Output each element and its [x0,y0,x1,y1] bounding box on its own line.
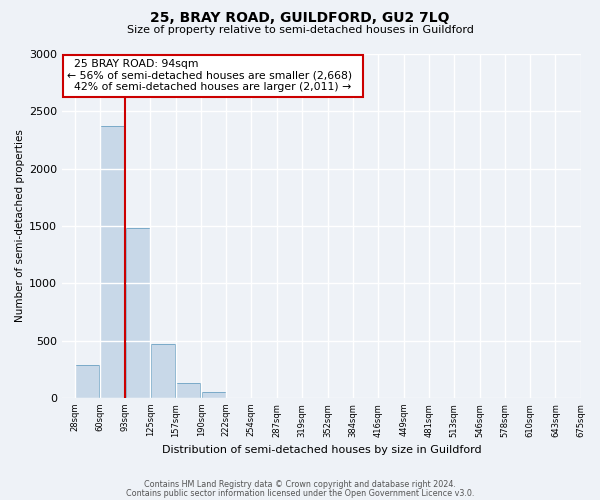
Bar [151,344,175,398]
Text: 25, BRAY ROAD, GUILDFORD, GU2 7LQ: 25, BRAY ROAD, GUILDFORD, GU2 7LQ [150,12,450,26]
Text: Contains HM Land Registry data © Crown copyright and database right 2024.: Contains HM Land Registry data © Crown c… [144,480,456,489]
Y-axis label: Number of semi-detached properties: Number of semi-detached properties [15,130,25,322]
X-axis label: Distribution of semi-detached houses by size in Guildford: Distribution of semi-detached houses by … [161,445,481,455]
Text: Contains public sector information licensed under the Open Government Licence v3: Contains public sector information licen… [126,488,474,498]
Bar [125,228,151,398]
Bar [75,364,100,398]
Bar [202,392,226,398]
Bar [176,383,200,398]
Bar [100,126,125,398]
Text: Size of property relative to semi-detached houses in Guildford: Size of property relative to semi-detach… [127,25,473,35]
Text: 25 BRAY ROAD: 94sqm  
← 56% of semi-detached houses are smaller (2,668)
  42% of: 25 BRAY ROAD: 94sqm ← 56% of semi-detach… [67,59,359,92]
